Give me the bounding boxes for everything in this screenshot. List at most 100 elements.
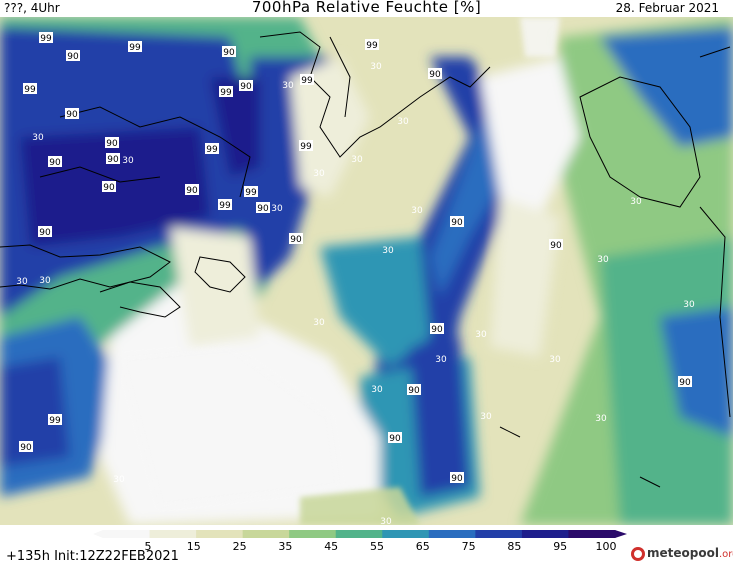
colorbar-tick-label: 85: [507, 540, 521, 553]
coastlines: [0, 31, 731, 488]
contour-label: 90: [257, 204, 269, 214]
colorbar-swatch: [103, 530, 151, 538]
colorbar-swatch: [475, 530, 523, 538]
contour-label: 30: [397, 117, 409, 127]
contour-label: 30: [380, 517, 392, 525]
contour-label: 99: [301, 76, 313, 86]
contour-label: 90: [66, 110, 78, 120]
contour-label: 90: [290, 235, 302, 245]
map-title: 700hPa Relative Feuchte [%]: [251, 0, 482, 16]
contour-label: 90: [429, 70, 441, 80]
contour-label: 30: [370, 62, 382, 72]
contour-label: 99: [366, 41, 378, 51]
humidity-field: [0, 17, 733, 525]
contour-label: 99: [24, 85, 36, 95]
colorbar-tick-label: 45: [324, 540, 338, 553]
contour-label-box: [239, 80, 253, 91]
contour-label: 90: [186, 186, 198, 196]
colorbar-swatch: [149, 530, 197, 538]
contour-label: 99: [300, 142, 312, 152]
colorbar-swatch: [335, 530, 383, 538]
colorbar-tick-label: 100: [596, 540, 617, 553]
contour-label: 30: [683, 300, 695, 310]
colorbar-tick-label: 95: [553, 540, 567, 553]
contour-label-box: [39, 32, 53, 43]
contour-label-box: [300, 74, 314, 85]
colorbar-swatch: [289, 530, 337, 538]
contour-label: 30: [113, 475, 125, 485]
colorbar-scale: 5 15 25 35 45 55 65 75 85 95 100: [93, 530, 627, 553]
contour-label: 30: [382, 246, 394, 256]
contour-label: 90: [39, 228, 51, 238]
contour-label-box: [106, 153, 120, 164]
contour-label: 99: [220, 88, 232, 98]
contour-label-box: [407, 384, 421, 395]
contour-label: 90: [240, 82, 252, 92]
contour-label: 99: [206, 145, 218, 155]
forecast-time-label: ???, 4Uhr: [4, 1, 60, 15]
colorbar-max-arrow: [615, 530, 627, 538]
contour-label: 30: [122, 156, 134, 166]
contour-label-box: [678, 376, 692, 387]
colorbar-tick-label: 75: [462, 540, 476, 553]
contour-label: 90: [103, 183, 115, 193]
map-header: ???, 4Uhr 700hPa Relative Feuchte [%] 28…: [0, 0, 733, 17]
contour-label: 30: [271, 204, 283, 214]
contour-label-box: [222, 46, 236, 57]
contour-label-box: [38, 226, 52, 237]
contour-label-box: [549, 239, 563, 250]
contour-label-box: [65, 108, 79, 119]
contour-label-box: [388, 432, 402, 443]
contour-label: 30: [435, 355, 447, 365]
meteopool-logo[interactable]: meteopool.org: [631, 545, 733, 563]
contour-label: 30: [597, 255, 609, 265]
contour-label: 90: [550, 241, 562, 251]
colorbar-swatch: [568, 530, 616, 538]
contour-label: 99: [219, 201, 231, 211]
colorbar-tick-label: 55: [370, 540, 384, 553]
contour-label-box: [256, 202, 270, 213]
contour-label: 30: [313, 169, 325, 179]
contour-label-box: [428, 68, 442, 79]
contour-label: 90: [223, 48, 235, 58]
colorbar-min-arrow: [93, 530, 103, 538]
contour-label: 30: [371, 385, 383, 395]
colorbar-swatch: [521, 530, 569, 538]
contour-label-box: [185, 184, 199, 195]
contour-label: 99: [245, 188, 257, 198]
contour-label: 30: [630, 197, 642, 207]
colorbar-tick-label: 65: [416, 540, 430, 553]
contour-label: 90: [20, 443, 32, 453]
contour-label: 30: [475, 330, 487, 340]
forecast-date-label: 28. Februar 2021: [615, 1, 719, 15]
contour-label: 30: [595, 414, 607, 424]
contour-label-box: [244, 186, 258, 197]
contour-label-box: [289, 233, 303, 244]
contour-label-box: [102, 181, 116, 192]
contour-label: 90: [408, 386, 420, 396]
colorbar-swatch: [242, 530, 290, 538]
contour-label: 30: [480, 412, 492, 422]
contour-label-box: [23, 83, 37, 94]
colorbar-tick-label: 15: [187, 540, 201, 553]
contour-label-box: [450, 472, 464, 483]
contour-label: 30: [282, 81, 294, 91]
contour-label-box: [66, 50, 80, 61]
contour-label: 99: [129, 43, 141, 53]
contour-label: 90: [107, 155, 119, 165]
colorbar-swatch: [196, 530, 244, 538]
contour-label-box: [48, 156, 62, 167]
contour-label-box: [430, 323, 444, 334]
contour-label: 30: [549, 355, 561, 365]
logo-text: meteopool.org: [647, 546, 733, 560]
contour-label-box: [205, 143, 219, 154]
contour-label: 30: [32, 133, 44, 143]
contour-label-box: [128, 41, 142, 52]
contour-label-box: [365, 39, 379, 50]
contour-label-box: [105, 137, 119, 148]
contour-label: 90: [67, 52, 79, 62]
colorbar-swatch: [428, 530, 476, 538]
contour-label: 99: [49, 416, 61, 426]
